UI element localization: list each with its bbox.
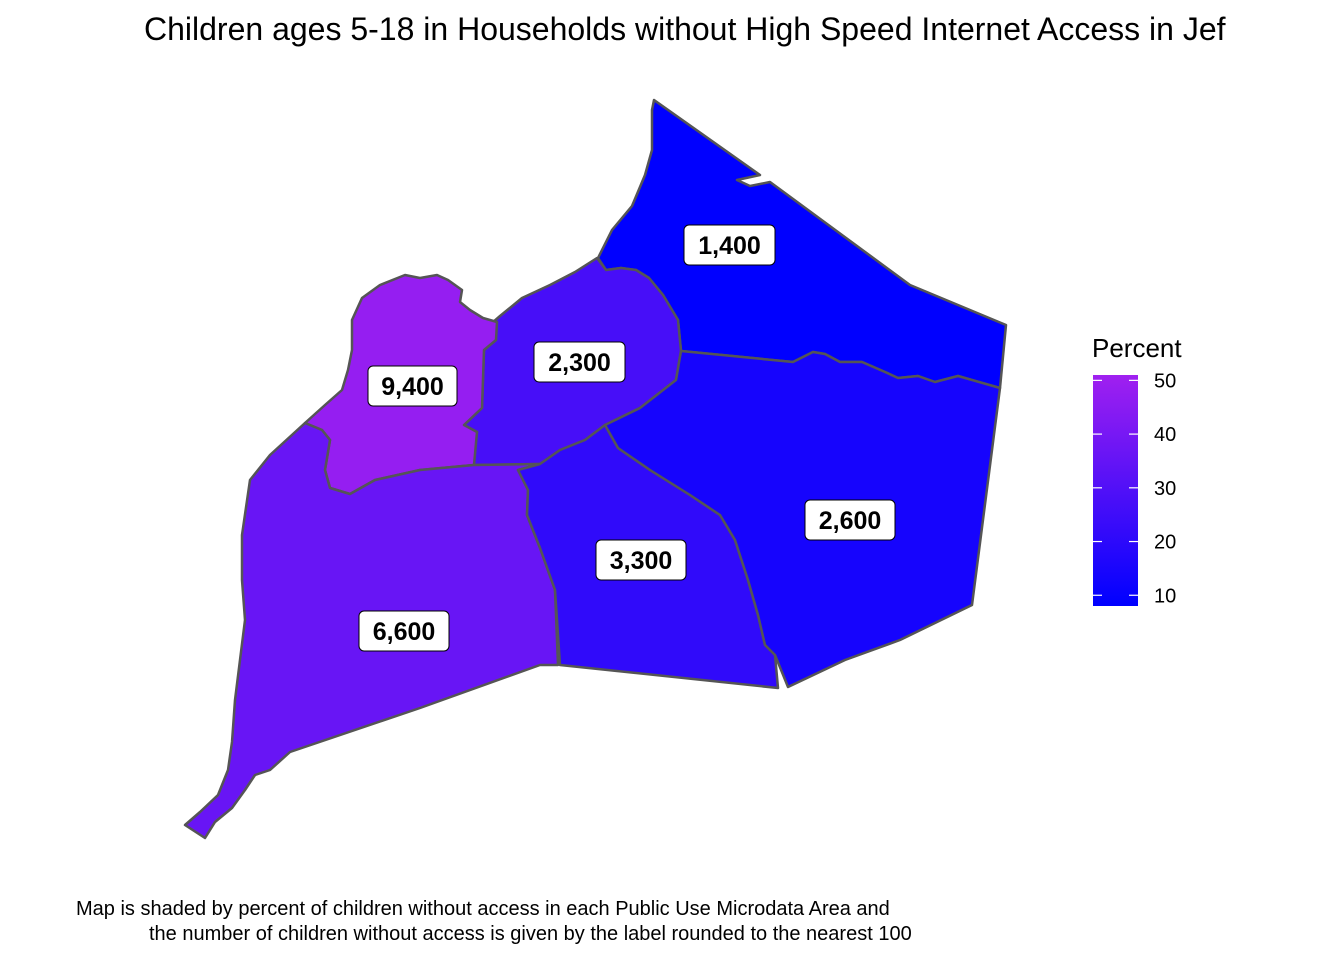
legend-tick-label: 30 bbox=[1154, 478, 1176, 500]
legend-ticks: 50 40 30 20 10 bbox=[1093, 370, 1176, 607]
label-north-central: 2,300 bbox=[533, 341, 626, 383]
map-regions bbox=[183, 98, 1008, 840]
legend-tick-label: 10 bbox=[1154, 585, 1176, 607]
label-northeast: 1,400 bbox=[683, 224, 776, 266]
region-east bbox=[603, 349, 1002, 689]
label-northwest: 9,400 bbox=[367, 365, 458, 407]
svg-text:1,400: 1,400 bbox=[698, 232, 761, 260]
legend-tick-label: 40 bbox=[1154, 424, 1176, 446]
legend-title: Percent bbox=[1092, 333, 1182, 363]
legend-colorbar bbox=[1093, 375, 1138, 606]
label-south-central: 3,300 bbox=[595, 539, 687, 581]
svg-text:2,300: 2,300 bbox=[548, 349, 611, 377]
label-southwest: 6,600 bbox=[358, 610, 450, 652]
svg-text:2,600: 2,600 bbox=[819, 507, 882, 535]
map-title: Children ages 5-18 in Households without… bbox=[144, 11, 1226, 47]
legend: Percent 50 40 30 20 10 bbox=[1092, 333, 1182, 607]
svg-text:9,400: 9,400 bbox=[381, 373, 444, 401]
legend-tick-label: 20 bbox=[1154, 532, 1176, 554]
legend-tick-label: 50 bbox=[1154, 370, 1176, 392]
region-labels: 1,400 2,300 9,400 6,600 3,300 2,600 bbox=[358, 224, 896, 652]
svg-text:6,600: 6,600 bbox=[373, 618, 436, 646]
svg-text:3,300: 3,300 bbox=[610, 547, 673, 575]
caption-line-1: Map is shaded by percent of children wit… bbox=[76, 898, 890, 920]
label-east: 2,600 bbox=[804, 499, 896, 541]
caption-line-2: the number of children without access is… bbox=[149, 923, 912, 945]
caption: Map is shaded by percent of children wit… bbox=[76, 898, 912, 945]
